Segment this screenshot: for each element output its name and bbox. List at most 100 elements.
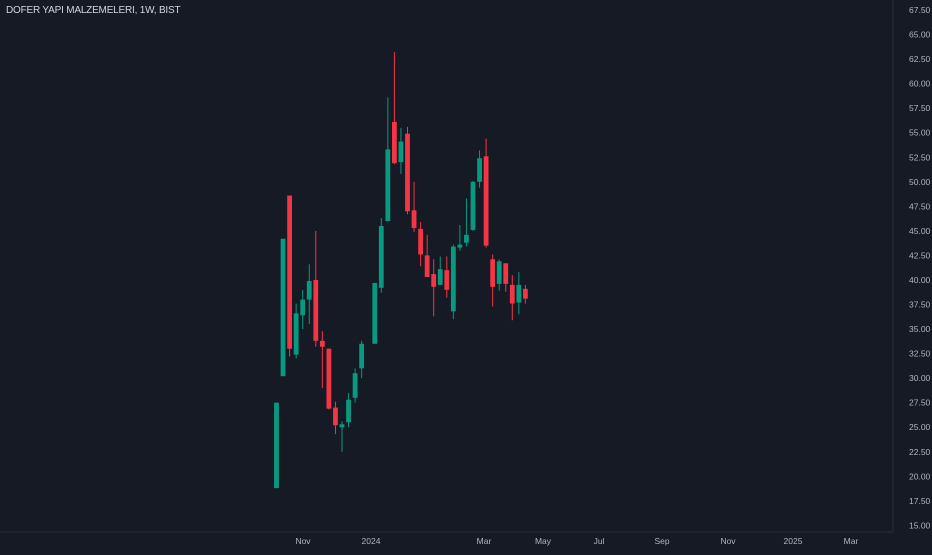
candle-body: [359, 343, 365, 369]
candle-body: [352, 373, 358, 398]
candle-body: [496, 261, 502, 284]
candle: [385, 97, 391, 222]
candle-body: [470, 181, 476, 230]
candle-body: [333, 407, 338, 426]
x-tick-label: 2025: [784, 536, 803, 546]
x-tick-label: Mar: [844, 536, 859, 546]
y-tick-label: 42.50: [909, 250, 931, 260]
x-tick-label: Sep: [654, 536, 669, 546]
candle-body: [509, 284, 515, 304]
candle: [372, 282, 378, 344]
y-tick-label: 52.50: [909, 152, 931, 162]
candle-body: [306, 280, 312, 300]
candle: [483, 138, 489, 248]
candle: [444, 256, 450, 298]
candle: [287, 195, 292, 357]
candle-body: [326, 348, 332, 409]
candle-body: [444, 270, 450, 290]
candle: [496, 259, 502, 291]
candle-body: [490, 259, 496, 287]
candle-body: [418, 228, 423, 255]
candle: [477, 150, 482, 188]
x-tick-label: 2024: [362, 536, 381, 546]
y-tick-label: 35.00: [909, 324, 931, 334]
candle: [509, 275, 515, 321]
y-tick-label: 25.00: [909, 422, 931, 432]
y-tick-label: 32.50: [909, 349, 931, 359]
candle-body: [346, 399, 351, 423]
candle: [424, 234, 430, 278]
y-tick-label: 22.50: [909, 447, 931, 457]
y-tick-label: 60.00: [909, 79, 931, 89]
candle: [352, 368, 358, 403]
candle-body: [516, 284, 522, 303]
y-tick-label: 67.50: [909, 5, 931, 15]
y-tick-label: 65.00: [909, 30, 931, 40]
candle: [339, 421, 345, 452]
candle: [392, 52, 397, 165]
candles-layer: [274, 52, 528, 489]
candle-body: [464, 234, 469, 243]
candle: [405, 126, 410, 215]
candle: [516, 272, 522, 315]
candle-body: [398, 141, 404, 163]
candle-body: [339, 424, 345, 428]
candle: [411, 181, 417, 232]
y-tick-label: 57.50: [909, 103, 931, 113]
chart-title: DOFER YAPI MALZEMELERI, 1W, BIST: [6, 5, 181, 16]
y-tick-label: 62.50: [909, 54, 931, 64]
candle-body: [450, 246, 456, 312]
y-tick-label: 15.00: [909, 520, 931, 530]
x-tick-label: Nov: [720, 536, 736, 546]
candle-body: [313, 279, 319, 341]
candle-body: [293, 313, 299, 355]
candle: [319, 331, 325, 388]
candle: [470, 180, 476, 231]
candle-body: [274, 402, 279, 489]
candle: [313, 230, 319, 347]
candle-body: [431, 274, 437, 287]
y-tick-label: 27.50: [909, 398, 931, 408]
candle-body: [457, 244, 463, 248]
candle: [398, 127, 404, 174]
candle-body: [405, 133, 410, 212]
candle-body: [378, 225, 384, 288]
candle: [464, 198, 469, 247]
candle: [457, 224, 463, 251]
candle-body: [287, 195, 292, 349]
candle: [431, 259, 437, 317]
candle-body: [372, 282, 378, 344]
candle-body: [424, 255, 430, 278]
candle-body: [483, 156, 489, 246]
candle: [418, 222, 423, 267]
x-tick-label: May: [535, 536, 552, 546]
x-tick-label: Mar: [477, 536, 492, 546]
candle: [437, 256, 443, 285]
candle-body: [411, 210, 417, 228]
y-tick-label: 17.50: [909, 496, 931, 506]
candle: [378, 218, 384, 293]
y-tick-label: 40.00: [909, 275, 931, 285]
candle: [450, 244, 456, 320]
y-tick-label: 20.00: [909, 471, 931, 481]
candle-body: [392, 121, 397, 164]
candle: [523, 284, 528, 304]
y-tick-label: 47.50: [909, 201, 931, 211]
candle: [293, 303, 299, 359]
candle: [326, 348, 332, 410]
y-tick-label: 50.00: [909, 177, 931, 187]
x-tick-label: Jul: [594, 536, 605, 546]
y-tick-label: 30.00: [909, 373, 931, 383]
candle-body: [385, 149, 391, 222]
candle: [306, 264, 312, 325]
candle: [333, 401, 338, 435]
candle: [490, 254, 496, 307]
candle-body: [437, 269, 443, 285]
candle-body: [503, 263, 509, 284]
candle: [280, 238, 286, 377]
candle-body: [300, 299, 306, 316]
candle-body: [523, 288, 528, 299]
